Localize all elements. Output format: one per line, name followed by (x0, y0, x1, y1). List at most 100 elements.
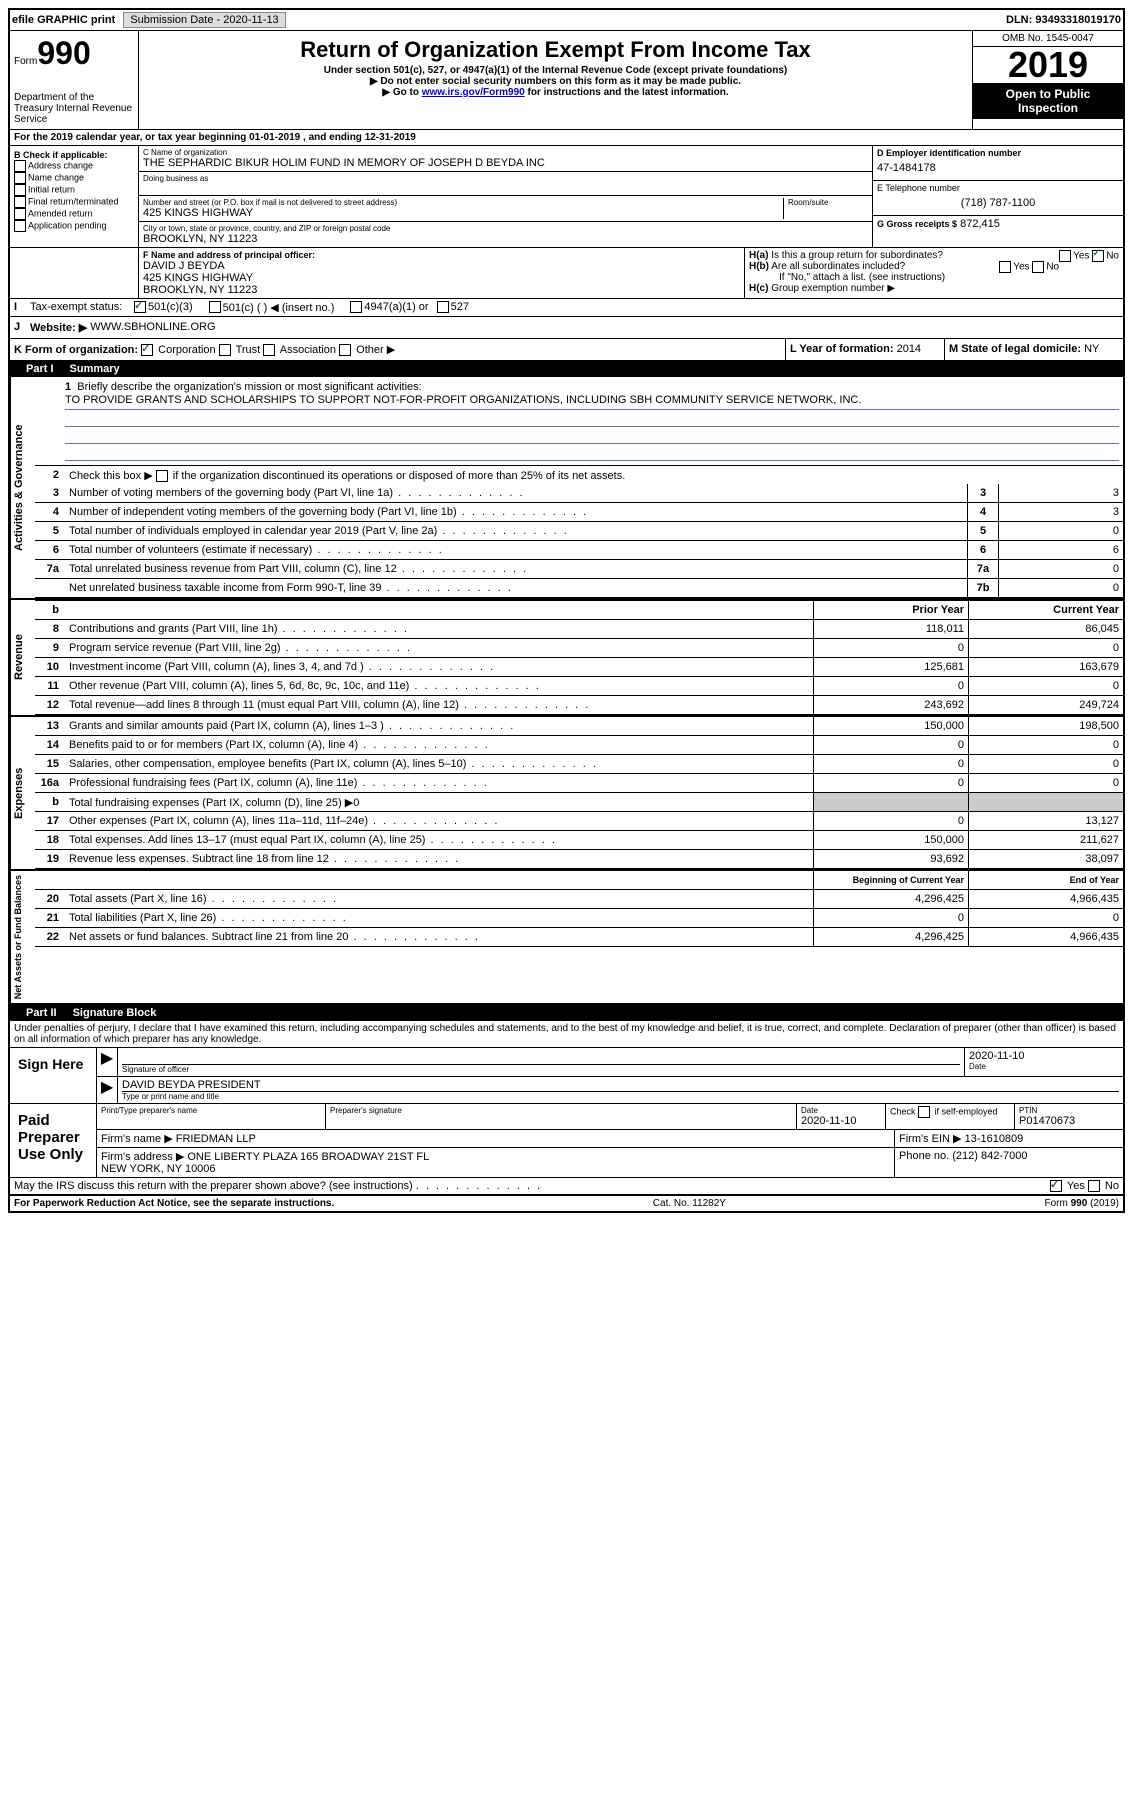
header-right: OMB No. 1545-0047 2019 Open to Public In… (972, 31, 1123, 129)
ein-label: D Employer identification number (877, 148, 1119, 158)
dba-label: Doing business as (143, 174, 868, 183)
summary-row: 14Benefits paid to or for members (Part … (35, 736, 1123, 755)
firm-ein: 13-1610809 (965, 1133, 1024, 1145)
check-501c3[interactable] (134, 301, 146, 313)
discuss-no[interactable] (1088, 1180, 1100, 1192)
org-address: 425 KINGS HIGHWAY (143, 207, 783, 219)
firm-phone-label: Phone no. (899, 1150, 949, 1162)
part1-num: Part I (18, 363, 62, 375)
officer-addr1: 425 KINGS HIGHWAY (143, 272, 740, 284)
summary-row: 9Program service revenue (Part VIII, lin… (35, 639, 1123, 658)
row-klm: K Form of organization: Corporation Trus… (10, 339, 1123, 361)
hc-label: Group exemption number ▶ (771, 283, 895, 294)
check-trust[interactable] (219, 344, 231, 356)
summary-row: bTotal fundraising expenses (Part IX, co… (35, 793, 1123, 812)
gross-value: 872,415 (960, 218, 1000, 230)
sign-here-label: Sign Here (10, 1048, 97, 1103)
line-a: For the 2019 calendar year, or tax year … (10, 130, 1123, 146)
check-initial-return[interactable]: Initial return (14, 184, 134, 196)
paperwork-notice: For Paperwork Reduction Act Notice, see … (14, 1198, 334, 1209)
subtitle-1: Under section 501(c), 527, or 4947(a)(1)… (143, 65, 968, 76)
subtitle-3: ▶ Go to www.irs.gov/Form990 for instruct… (143, 87, 968, 98)
printed-name-label: Type or print name and title (122, 1092, 1119, 1101)
cat-no: Cat. No. 11282Y (653, 1198, 726, 1209)
website-label: Website: ▶ (30, 321, 87, 334)
self-employed-check[interactable]: Check if self-employed (886, 1104, 1015, 1129)
sign-here-section: Sign Here ▶ Signature of officer 2020-11… (10, 1048, 1123, 1104)
officer-printed-name: DAVID BEYDA PRESIDENT (122, 1079, 1119, 1092)
summary-row: 16aProfessional fundraising fees (Part I… (35, 774, 1123, 793)
check-other[interactable] (339, 344, 351, 356)
discuss-text: May the IRS discuss this return with the… (14, 1180, 413, 1192)
check-501c[interactable] (209, 301, 221, 313)
revenue-label: Revenue (10, 600, 35, 715)
ein-value: 47-1484178 (877, 158, 1119, 178)
check-association[interactable] (263, 344, 275, 356)
summary-row: 11Other revenue (Part VIII, column (A), … (35, 677, 1123, 696)
check-527[interactable] (437, 301, 449, 313)
submission-date-button[interactable]: Submission Date - 2020-11-13 (123, 12, 285, 28)
summary-row: 18Total expenses. Add lines 13–17 (must … (35, 831, 1123, 850)
top-bar: efile GRAPHIC print Submission Date - 20… (10, 10, 1123, 31)
paid-preparer-label: Paid Preparer Use Only (10, 1104, 97, 1177)
summary-row: 12Total revenue—add lines 8 through 11 (… (35, 696, 1123, 715)
discuss-row: May the IRS discuss this return with the… (10, 1178, 1123, 1196)
summary-row: 7aTotal unrelated business revenue from … (35, 560, 1123, 579)
officer-addr2: BROOKLYN, NY 11223 (143, 284, 740, 296)
entity-info: B Check if applicable: Address change Na… (10, 146, 1123, 248)
year-formation-label: L Year of formation: (790, 343, 894, 355)
check-final-return[interactable]: Final return/terminated (14, 196, 134, 208)
expenses-label: Expenses (10, 717, 35, 869)
sig-officer-label: Signature of officer (122, 1065, 960, 1074)
subtitle-2: ▶ Do not enter social security numbers o… (143, 76, 968, 87)
col-b-checkboxes: B Check if applicable: Address change Na… (10, 146, 139, 247)
mission-text: TO PROVIDE GRANTS AND SCHOLARSHIPS TO SU… (65, 393, 1119, 410)
footer: For Paperwork Reduction Act Notice, see … (10, 1196, 1123, 1211)
arrow-icon: ▶ (97, 1048, 118, 1076)
efile-label: efile GRAPHIC print (12, 14, 115, 26)
governance-label: Activities & Governance (10, 377, 35, 598)
arrow-icon: ▶ (97, 1077, 118, 1103)
discuss-yes[interactable] (1050, 1180, 1062, 1192)
irs-link[interactable]: www.irs.gov/Form990 (422, 87, 525, 98)
col-b-title: B Check if applicable: (14, 150, 134, 160)
preparer-name-label: Print/Type preparer's name (97, 1104, 326, 1129)
part2-num: Part II (18, 1007, 65, 1019)
check-address-change[interactable]: Address change (14, 160, 134, 172)
line2-text: Check this box ▶ if the organization dis… (65, 467, 1123, 484)
part2-header: Part II Signature Block (10, 1005, 1123, 1021)
check-corporation[interactable] (141, 344, 153, 356)
gross-label: G Gross receipts $ (877, 219, 957, 229)
form-number: 990 (37, 35, 90, 71)
summary-row: 20Total assets (Part X, line 16)4,296,42… (35, 890, 1123, 909)
begin-year-header: Beginning of Current Year (813, 871, 968, 889)
ptin-value: P01470673 (1019, 1115, 1119, 1127)
org-city: BROOKLYN, NY 11223 (143, 233, 868, 245)
expenses-section: Expenses 13Grants and similar amounts pa… (10, 717, 1123, 871)
current-year-header: Current Year (968, 601, 1123, 619)
prior-year-header: Prior Year (813, 601, 968, 619)
firm-phone: (212) 842-7000 (952, 1150, 1027, 1162)
ha-label: Is this a group return for subordinates? (771, 250, 943, 261)
check-application-pending[interactable]: Application pending (14, 220, 134, 232)
firm-ein-label: Firm's EIN ▶ (899, 1133, 962, 1145)
firm-name-label: Firm's name ▶ (101, 1133, 173, 1145)
phone-label: E Telephone number (877, 183, 1119, 193)
tax-status-label: Tax-exempt status: (30, 301, 134, 314)
open-public-badge: Open to Public Inspection (973, 83, 1123, 119)
check-4947[interactable] (350, 301, 362, 313)
revenue-section: Revenue b Prior Year Current Year 8Contr… (10, 600, 1123, 717)
row-j: J Website: ▶ WWW.SBHONLINE.ORG (10, 317, 1123, 339)
dept-label: Department of the Treasury Internal Reve… (14, 92, 134, 125)
header-center: Return of Organization Exempt From Incom… (139, 31, 972, 129)
check-amended-return[interactable]: Amended return (14, 208, 134, 220)
summary-row: 3Number of voting members of the governi… (35, 484, 1123, 503)
part1-header: Part I Summary (10, 361, 1123, 377)
check-name-change[interactable]: Name change (14, 172, 134, 184)
col-c-org-info: C Name of organization THE SEPHARDIC BIK… (139, 146, 873, 247)
summary-row: Net unrelated business taxable income fr… (35, 579, 1123, 598)
hb-note: If "No," attach a list. (see instruction… (749, 272, 1119, 283)
form-version: Form 990 (2019) (1045, 1198, 1119, 1209)
netassets-section: Net Assets or Fund Balances Beginning of… (10, 871, 1123, 1005)
tax-year: 2019 (973, 47, 1123, 83)
